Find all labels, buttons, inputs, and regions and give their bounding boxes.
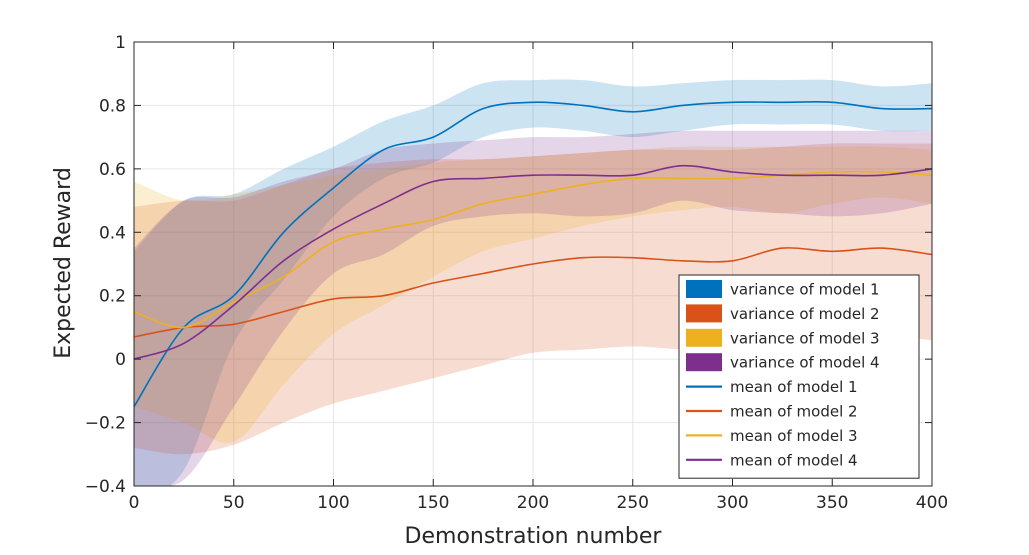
legend-swatch-variance-model-1 (686, 280, 722, 298)
legend: variance of model 1 variance of model 2 va… (678, 274, 920, 479)
y-tick-label: −0.4 (85, 477, 126, 497)
y-axis-label: Expected Reward (51, 167, 76, 359)
mean-line-model-2 (134, 247, 932, 338)
x-tick-label: 50 (223, 493, 245, 513)
x-tick-label: 150 (417, 493, 449, 513)
y-tick-label: 0.2 (99, 287, 126, 307)
legend-label-mean-model-4: mean of model 4 (730, 451, 858, 469)
legend-label-variance-model-4: variance of model 4 (730, 354, 880, 372)
legend-label-mean-model-1: mean of model 1 (730, 378, 858, 396)
y-tick-label: 1 (115, 33, 126, 53)
axes (133, 41, 933, 487)
x-tick-label: 400 (916, 493, 948, 513)
legend-label-variance-model-2: variance of model 2 (730, 305, 880, 323)
legend-swatch-variance-model-4 (686, 353, 722, 372)
x-tick-label: 0 (129, 493, 140, 513)
x-tick-label: 100 (317, 493, 349, 513)
variance-band-model-4 (134, 130, 932, 486)
mean-line-model-4 (134, 164, 932, 360)
legend-swatch-variance-model-3 (686, 328, 722, 347)
x-tick-label: 200 (517, 493, 549, 513)
tick-labels: 0 50 100 150 200 250 300 350 400 −0.4 −0.2 0 0.2 0.4 0… (85, 33, 949, 513)
x-tick-label: 350 (816, 493, 848, 513)
mean-line-model-1 (134, 101, 932, 408)
legend-label-variance-model-3: variance of model 3 (730, 329, 880, 347)
y-tick-label: 0 (115, 350, 126, 370)
legend-label-variance-model-1: variance of model 1 (730, 281, 880, 299)
y-tick-label: −0.2 (85, 414, 126, 434)
mean-lines (134, 101, 932, 408)
mean-line-model-3 (134, 170, 932, 329)
x-tick-label: 300 (716, 493, 748, 513)
y-tick-label: 0.6 (99, 160, 126, 180)
variance-band-model-2 (134, 143, 932, 455)
legend-label-mean-model-2: mean of model 2 (730, 403, 858, 421)
legend-label-mean-model-3: mean of model 3 (730, 427, 858, 445)
x-axis-label: Demonstration number (405, 524, 663, 549)
y-tick-label: 0.8 (99, 96, 126, 116)
variance-band-model-3 (134, 146, 932, 443)
y-tick-label: 0.4 (99, 223, 126, 243)
variance-band-model-1 (134, 79, 932, 486)
x-tick-label: 250 (617, 493, 649, 513)
legend-swatch-variance-model-2 (686, 304, 722, 323)
variance-bands (134, 79, 932, 486)
